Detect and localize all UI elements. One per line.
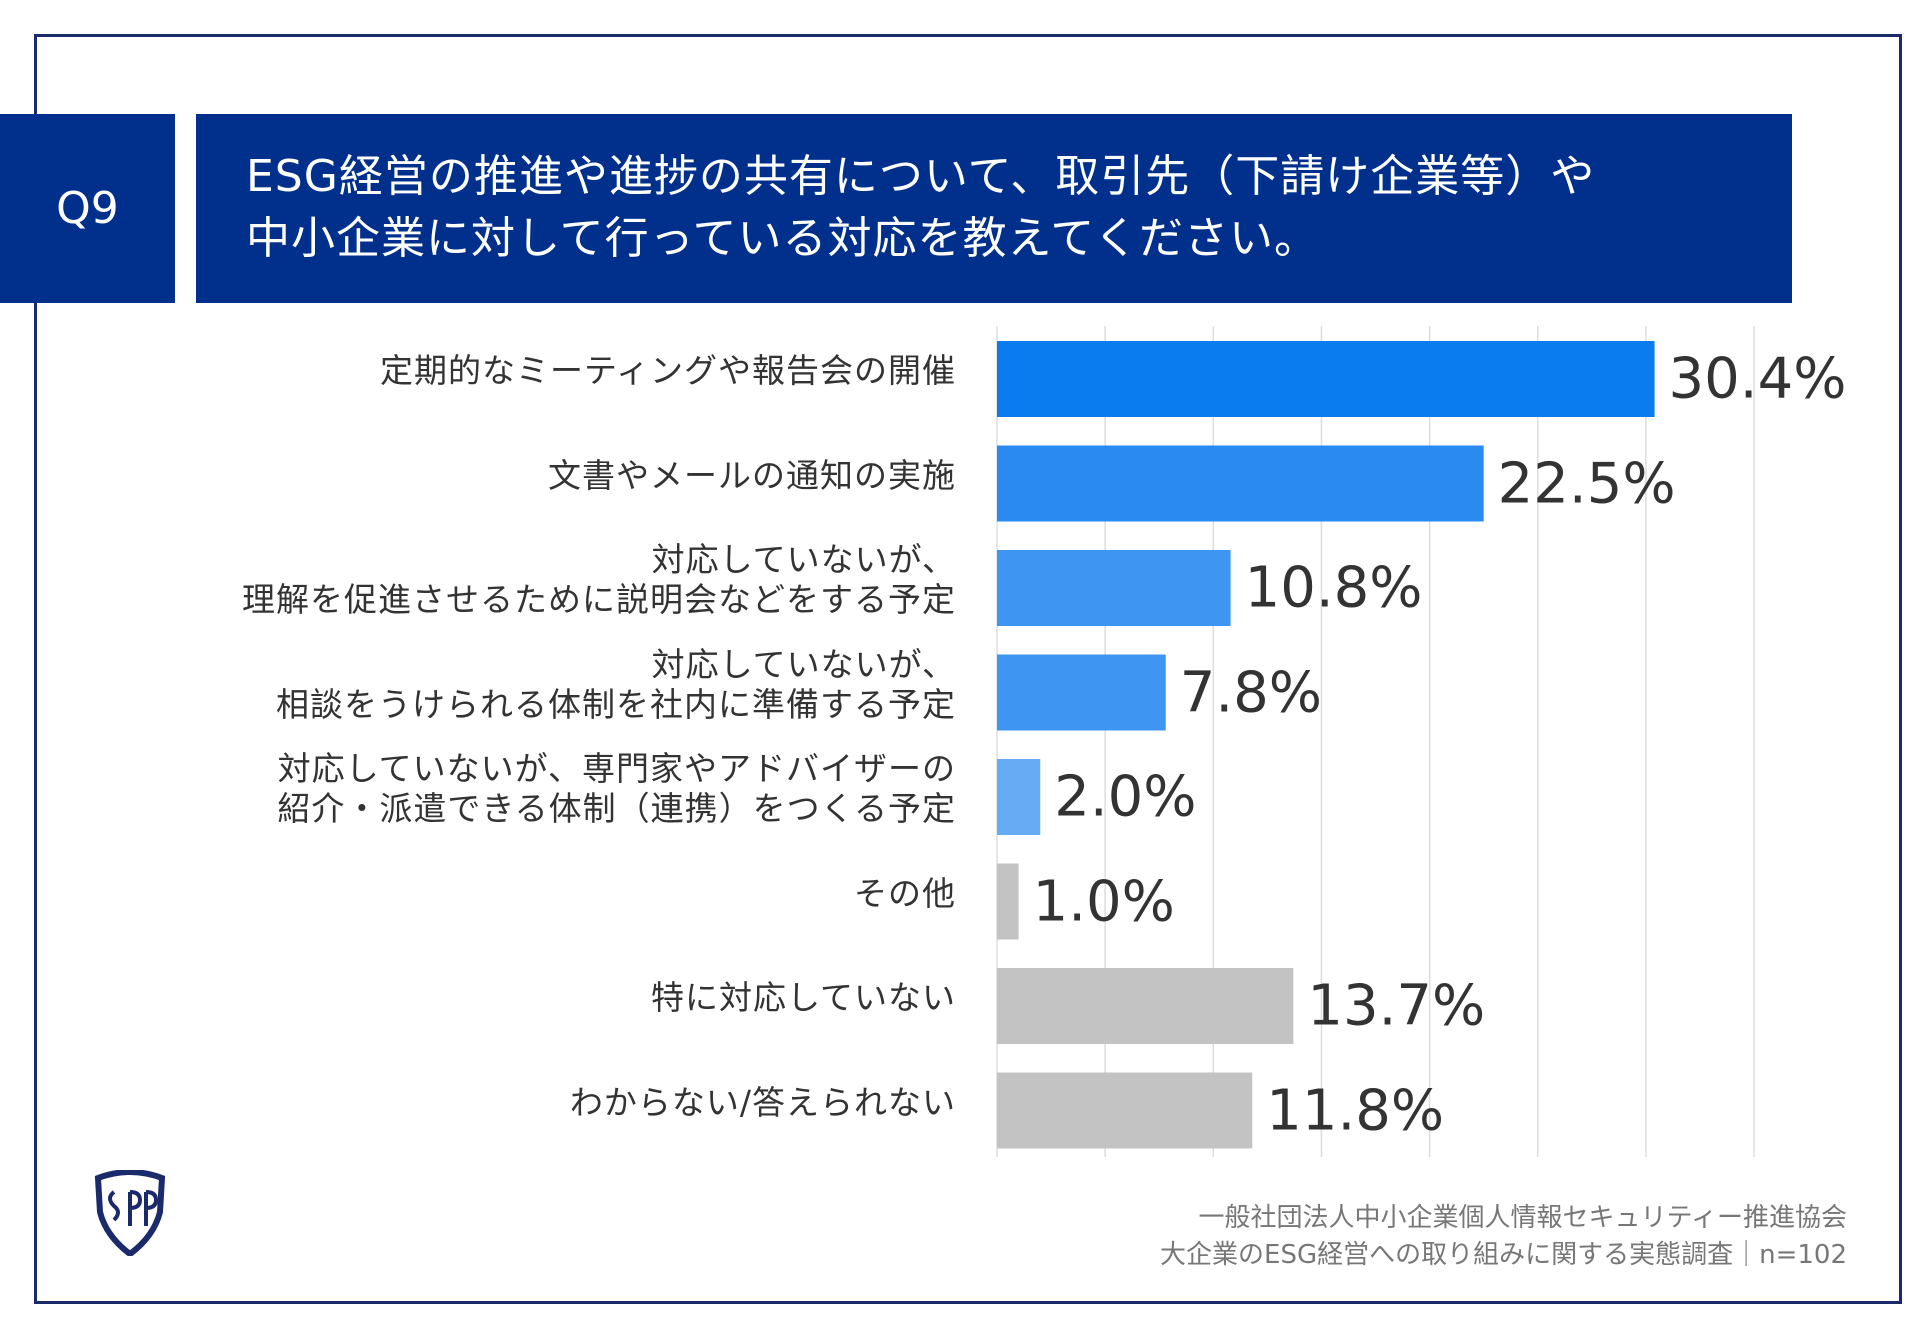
footer-organization: 一般社団法人中小企業個人情報セキュリティー推進協会 <box>1198 1203 1847 1233</box>
bar <box>997 968 1294 1044</box>
category-label: 対応していないが、専門家やアドバイザーの 紹介・派遣できる体制（連携）をつくる予定 <box>277 749 956 829</box>
bar <box>997 550 1231 626</box>
category-label-line: 対応していないが、 <box>651 644 956 684</box>
value-label: 10.8% <box>1244 555 1423 621</box>
category-label: 特に対応していない <box>651 978 956 1018</box>
bar <box>997 445 1484 522</box>
category-label-line: 特に対応していない <box>650 978 956 1017</box>
category-label-line: 対応していないが、専門家やアドバイザーの <box>277 749 956 788</box>
category-label-line: わからない/答えられない <box>569 1082 956 1122</box>
category-label-line: 文書やメールの通知の実施 <box>548 455 956 495</box>
category-label-line: その他 <box>854 873 956 913</box>
bar <box>997 654 1166 731</box>
question-title-line-1: ESG経営の推進や進捗の共有について、取引先（下請け企業等）や <box>246 151 1596 202</box>
chart-frame <box>34 34 1902 1304</box>
value-label: 11.8% <box>1266 1078 1445 1143</box>
footer-survey: 大企業のESG経営への取り組みに関する実態調査｜n=102 <box>1160 1240 1847 1270</box>
bar <box>997 341 1655 417</box>
bar <box>997 1072 1253 1149</box>
value-label: 13.7% <box>1307 973 1486 1039</box>
category-label-line: 相談をうけられる体制を社内に準備する予定 <box>276 684 956 724</box>
spp-shield-logo-icon <box>94 1170 166 1256</box>
question-title-line-2: 中小企業に対して行っている対応を教えてください。 <box>246 213 1319 264</box>
category-label: その他 <box>854 874 956 914</box>
bar <box>997 863 1019 940</box>
category-label-line: 対応していないが、 <box>651 540 956 579</box>
category-label: 定期的なミーティングや報告会の開催 <box>380 351 956 391</box>
question-number: Q9 <box>0 114 175 303</box>
category-label-line: 定期的なミーティングや報告会の開催 <box>379 351 956 390</box>
value-label: 22.5% <box>1497 451 1676 516</box>
category-label-line: 理解を促進させるために説明会などをする予定 <box>242 580 956 619</box>
value-label: 2.0% <box>1054 764 1197 830</box>
category-label: 文書やメールの通知の実施 <box>548 456 956 496</box>
question-title: ESG経営の推進や進捗の共有について、取引先（下請け企業等）や 中小企業に対して… <box>196 114 1792 303</box>
category-label-line: 紹介・派遣できる体制（連携）をつくる予定 <box>277 789 956 828</box>
bar <box>997 759 1041 835</box>
value-label: 30.4% <box>1668 346 1847 412</box>
value-label: 7.8% <box>1179 660 1322 725</box>
category-label: 対応していないが、 相談をうけられる体制を社内に準備する予定 <box>276 645 956 725</box>
value-label: 1.0% <box>1032 869 1175 934</box>
category-label: わからない/答えられない <box>570 1083 956 1123</box>
category-label: 対応していないが、 理解を促進させるために説明会などをする予定 <box>242 540 956 620</box>
